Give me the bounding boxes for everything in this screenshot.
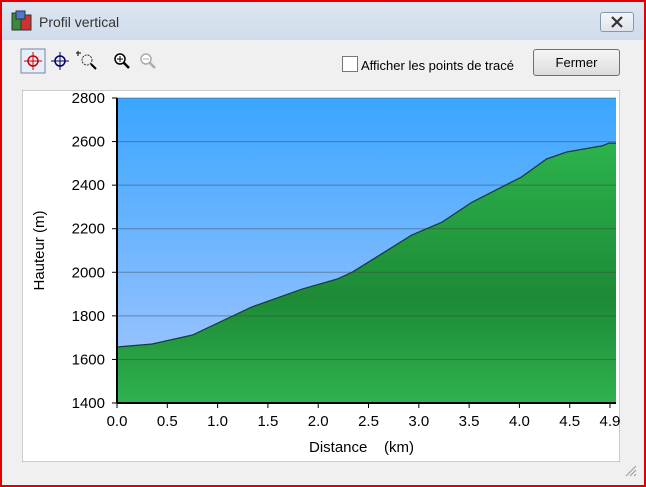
toolbar-icons bbox=[20, 48, 156, 74]
y-axis-title: Hauteur (m) bbox=[31, 210, 48, 290]
checkbox[interactable] bbox=[342, 56, 358, 72]
x-tick-label: 4.5 bbox=[559, 413, 580, 430]
y-tick-label: 2600 bbox=[72, 134, 105, 151]
profile-line bbox=[116, 142, 616, 348]
x-tick-label: 2.0 bbox=[308, 413, 329, 430]
y-tick-label: 1400 bbox=[72, 395, 105, 412]
y-tick-label: 1800 bbox=[72, 308, 105, 325]
y-tick-label: 1600 bbox=[72, 351, 105, 368]
x-tick-label: 2.5 bbox=[358, 413, 379, 430]
x-tick-label: 4.9 bbox=[600, 413, 620, 430]
x-tick-label: 3.0 bbox=[408, 413, 429, 430]
tool-zoom-box[interactable] bbox=[76, 51, 97, 70]
title-bar: Profil vertical bbox=[2, 2, 644, 40]
app-icon bbox=[11, 10, 32, 31]
y-tick-label: 2000 bbox=[72, 264, 105, 281]
resize-grip bbox=[625, 465, 637, 477]
y-tick-label: 2400 bbox=[72, 177, 105, 194]
tool-crosshair[interactable] bbox=[51, 52, 69, 70]
y-tick-label: 2200 bbox=[72, 221, 105, 238]
area bbox=[117, 143, 616, 403]
x-axis-title: Distance (km) bbox=[309, 439, 414, 456]
x-tick-label: 0.5 bbox=[157, 413, 178, 430]
tool-zoom-in[interactable] bbox=[114, 53, 130, 69]
chart: 1400 1600 1800 2000 2200 2400 2600 2800 0.0 0.5 1.… bbox=[22, 90, 620, 462]
close-button[interactable]: Fermer bbox=[533, 49, 620, 76]
x-tick-label: 3.5 bbox=[459, 413, 480, 430]
window-title: Profil vertical bbox=[39, 14, 120, 30]
checkbox-label[interactable]: Afficher les points de tracé bbox=[361, 58, 514, 73]
x-tick-label: 1.5 bbox=[257, 413, 278, 430]
close-icon bbox=[611, 16, 623, 28]
tool-zoom-out[interactable] bbox=[140, 53, 156, 69]
x-tick-label: 4.0 bbox=[509, 413, 530, 430]
close-window-button[interactable] bbox=[600, 12, 634, 32]
x-tick-label: 0.0 bbox=[107, 413, 128, 430]
x-tick-label: 1.0 bbox=[207, 413, 228, 430]
y-tick-label: 2800 bbox=[72, 90, 105, 107]
